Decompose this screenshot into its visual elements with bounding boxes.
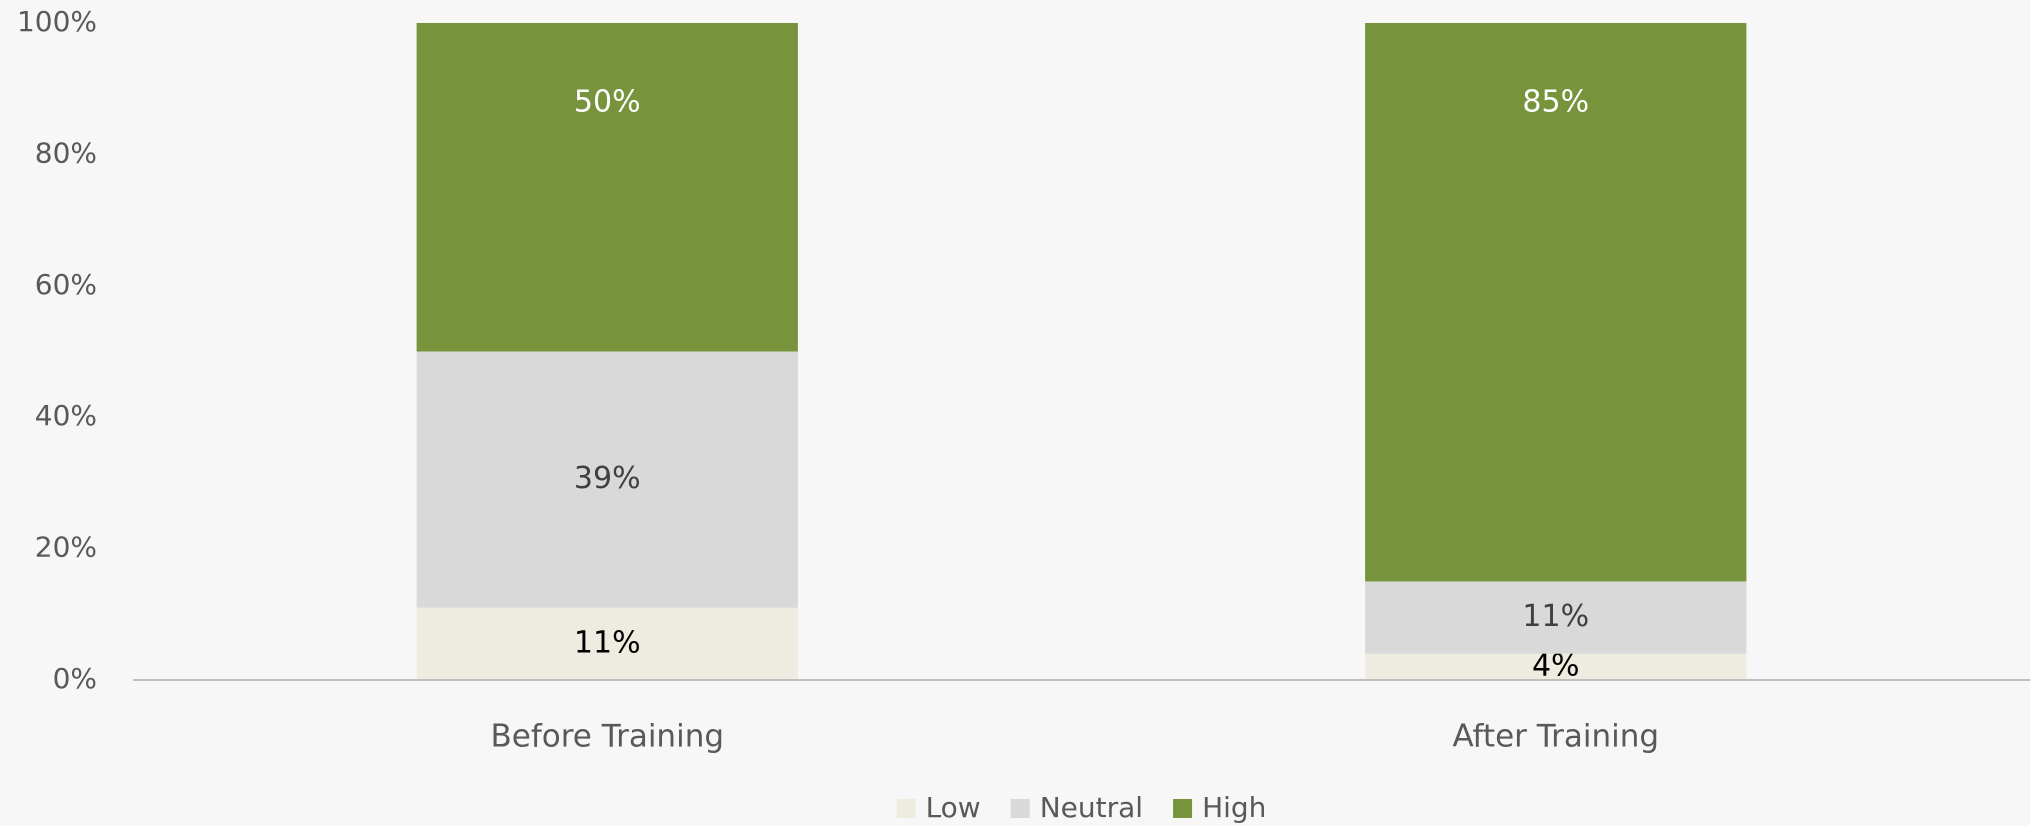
- y-tick-label: 60%: [35, 268, 97, 301]
- bar-segment: [416, 23, 798, 352]
- data-label: 11%: [574, 625, 641, 660]
- data-label: 39%: [574, 461, 641, 496]
- legend-swatch: [1010, 799, 1030, 818]
- y-tick-label: 80%: [35, 136, 97, 169]
- bar-segment: [1365, 653, 1747, 680]
- y-tick-label: 0%: [53, 662, 97, 695]
- legend-label: High: [1202, 791, 1266, 824]
- legend-swatch: [896, 799, 916, 818]
- x-tick-label: After Training: [1452, 719, 1659, 755]
- legend-label: Neutral: [1040, 791, 1143, 824]
- bar-segment: [416, 607, 798, 680]
- bar-segment: [1365, 581, 1747, 654]
- data-label: 11%: [1522, 599, 1589, 634]
- data-label: 4%: [1532, 648, 1580, 683]
- y-tick-label: 40%: [35, 399, 97, 432]
- legend-label: Low: [926, 791, 981, 824]
- data-label: 85%: [1522, 85, 1589, 120]
- data-label: 50%: [574, 85, 641, 120]
- x-tick-label: Before Training: [490, 719, 724, 755]
- bar-segment: [416, 351, 798, 608]
- bar-segment: [1365, 23, 1747, 582]
- legend-swatch: [1173, 799, 1193, 818]
- y-tick-label: 20%: [35, 531, 97, 564]
- y-tick-label: 100%: [17, 5, 97, 38]
